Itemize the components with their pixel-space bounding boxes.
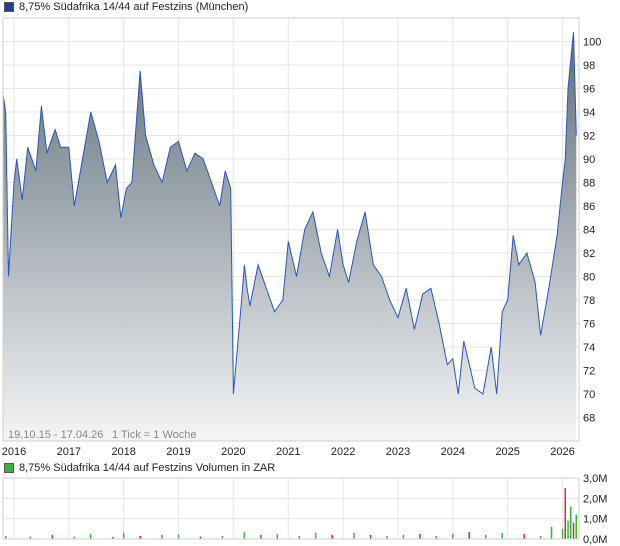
volume-bar — [199, 536, 202, 539]
price-y-tick-label: 100 — [583, 37, 601, 49]
volume-bar — [564, 488, 566, 539]
volume-bar — [485, 534, 487, 539]
volume-bar — [523, 533, 525, 539]
date-range-label: 19.10.15 - 17.04.26 — [8, 429, 103, 441]
x-tick-label: 2026 — [550, 446, 574, 458]
volume-bar — [161, 534, 163, 539]
volume-legend-label: 8,75% Südafrika 14/44 auf Festzins Volum… — [19, 462, 276, 474]
volume-bar — [122, 532, 125, 539]
price-y-tick-label: 72 — [583, 366, 595, 378]
x-tick-label: 2021 — [276, 446, 300, 458]
volume-bar — [468, 531, 470, 539]
volume-bar — [90, 533, 92, 539]
volume-bar — [353, 532, 355, 539]
volume-bar — [314, 532, 317, 539]
volume-plot-frame — [2, 477, 580, 540]
volume-y-tick-label: 2,0M — [583, 493, 607, 505]
volume-bar — [386, 536, 388, 539]
price-y-tick-label: 84 — [583, 225, 595, 237]
volume-bar — [539, 536, 542, 539]
volume-y-tick-label: 3,0M — [583, 473, 607, 485]
volume-bar — [298, 536, 300, 539]
volume-bar — [419, 533, 421, 539]
volume-bar — [139, 536, 141, 539]
volume-bar — [572, 522, 575, 539]
volume-bar — [260, 534, 262, 539]
volume-bar — [276, 533, 278, 539]
price-y-tick-label: 92 — [583, 131, 595, 143]
price-line — [2, 32, 577, 395]
volume-y-tick-label: 0,0M — [583, 534, 607, 546]
price-y-tick-label: 70 — [583, 389, 595, 401]
price-legend-label: 8,75% Südafrika 14/44 auf Festzins (Münc… — [19, 1, 249, 13]
price-y-tick-label: 96 — [583, 84, 595, 96]
volume-bar — [567, 520, 569, 539]
volume-bar — [501, 532, 503, 539]
x-tick-label: 2022 — [331, 446, 355, 458]
volume-bar — [331, 534, 333, 539]
price-legend: 8,75% Südafrika 14/44 auf Festzins (Münc… — [4, 0, 248, 14]
volume-legend: 8,75% Südafrika 14/44 auf Festzins Volum… — [4, 461, 275, 475]
volume-bar — [112, 537, 114, 539]
volume-bar — [550, 526, 553, 539]
price-y-tick-label: 76 — [583, 319, 595, 331]
price-y-tick-label: 90 — [583, 154, 595, 166]
volume-bar — [73, 536, 76, 539]
x-tick-label: 2024 — [441, 446, 465, 458]
price-y-tick-label: 98 — [583, 60, 595, 72]
price-y-tick-label: 94 — [583, 107, 595, 119]
volume-bar — [177, 534, 180, 539]
volume-bar — [575, 514, 577, 539]
x-tick-label: 2020 — [221, 446, 245, 458]
price-y-tick-label: 68 — [583, 413, 595, 425]
x-tick-label: 2016 — [2, 446, 26, 458]
volume-bar — [369, 534, 372, 539]
volume-bar — [570, 506, 572, 539]
volume-bar — [561, 528, 564, 539]
volume-bar — [221, 536, 224, 539]
volume-y-tick-label: 1,0M — [583, 514, 607, 526]
x-tick-label: 2023 — [386, 446, 410, 458]
price-y-tick-label: 82 — [583, 248, 595, 260]
price-legend-swatch — [4, 2, 14, 12]
price-y-tick-label: 88 — [583, 178, 595, 190]
volume-bar — [5, 536, 7, 539]
volume-bars — [5, 488, 577, 539]
price-y-tick-label: 86 — [583, 201, 595, 213]
price-plot-frame — [2, 17, 580, 442]
volume-bar — [29, 536, 32, 539]
price-y-tick-label: 80 — [583, 272, 595, 284]
volume-legend-swatch — [4, 463, 14, 473]
volume-grid — [3, 477, 579, 540]
x-tick-label: 2019 — [166, 446, 190, 458]
tick-interval-label: 1 Tick = 1 Woche — [112, 429, 196, 441]
volume-bar — [435, 536, 438, 539]
volume-bar — [51, 534, 54, 539]
volume-bar — [402, 534, 405, 539]
x-tick-label: 2018 — [111, 446, 135, 458]
volume-bar — [452, 533, 454, 539]
price-area — [3, 32, 577, 441]
volume-bar — [243, 531, 246, 539]
x-tick-label: 2025 — [495, 446, 519, 458]
price-y-tick-label: 74 — [583, 342, 595, 354]
x-tick-label: 2017 — [57, 446, 81, 458]
price-y-tick-label: 78 — [583, 295, 595, 307]
